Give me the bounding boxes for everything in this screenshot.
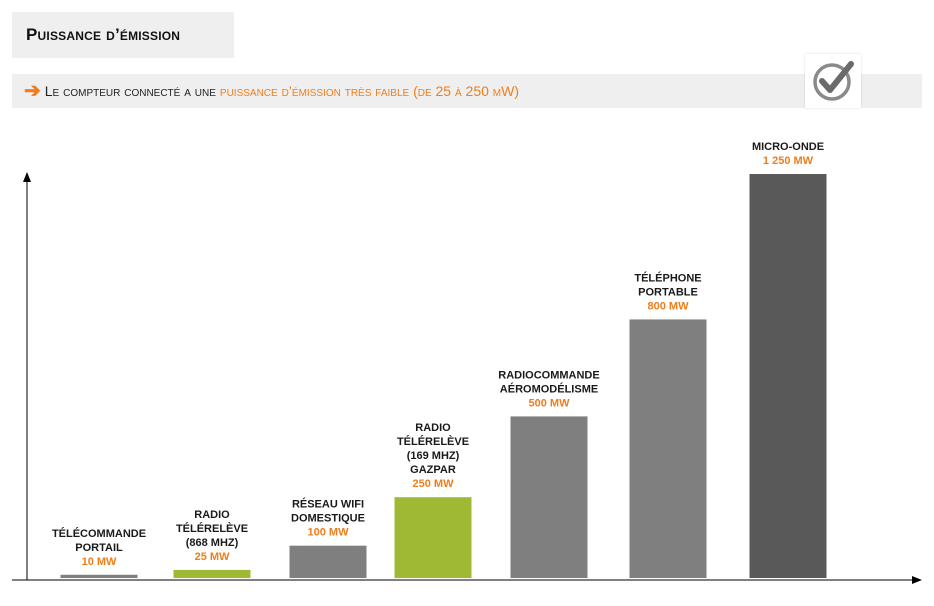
bar-category-label: AÉROMODÉLISME xyxy=(500,382,598,395)
y-axis-arrow-icon xyxy=(23,172,31,182)
bar xyxy=(394,497,472,578)
bar-category-label: DOMESTIQUE xyxy=(291,513,365,525)
bar-value-label: 800 MW xyxy=(648,300,690,312)
bar-category-label: TÉLÉPHONE xyxy=(634,271,701,284)
page-title: Puissance d’émission xyxy=(12,12,234,58)
bar-value-label: 10 MW xyxy=(82,556,117,568)
bar-category-label: (868 MHZ) xyxy=(186,537,239,549)
checkmark-icon xyxy=(805,54,861,108)
subtitle-text: Le compteur connecté a une xyxy=(44,83,216,99)
bar xyxy=(510,416,588,578)
bar-value-label: 25 MW xyxy=(195,551,230,563)
bar xyxy=(173,569,251,578)
bar-category-label: GAZPAR xyxy=(410,464,456,476)
bar xyxy=(629,319,707,578)
bar-value-label: 100 MW xyxy=(308,527,350,539)
bar-value-label: 250 MW xyxy=(413,478,455,490)
bar-value-label: 500 MW xyxy=(529,397,571,409)
bar-category-label: RÉSEAU WIFI xyxy=(292,498,364,511)
subtitle-highlight: puissance d’émission très faible (de 25 … xyxy=(219,83,519,99)
bar-category-label: TÉLÉRELÈVE xyxy=(176,522,248,535)
bar xyxy=(60,574,138,578)
bar-category-label: RADIO xyxy=(415,422,451,434)
x-axis-arrow-icon xyxy=(912,576,922,584)
bar-value-label: 1 250 MW xyxy=(763,155,814,167)
bar-category-label: RADIOCOMMANDE xyxy=(498,369,599,381)
bar xyxy=(749,174,827,578)
bar-category-label: (169 MHZ) xyxy=(407,450,460,462)
bar-category-label: PORTAIL xyxy=(75,542,123,554)
arrow-right-icon: ➔ xyxy=(24,80,41,102)
bar-category-label: MICRO-ONDE xyxy=(752,141,824,153)
bar-category-label: TÉLÉCOMMANDE xyxy=(52,527,146,540)
bar-category-label: PORTABLE xyxy=(638,286,698,298)
subtitle-banner: ➔ Le compteur connecté a une puissance d… xyxy=(12,74,922,108)
bar xyxy=(289,545,367,578)
bar-category-label: RADIO xyxy=(194,509,230,521)
bar-category-label: TÉLÉRELÈVE xyxy=(397,435,469,448)
